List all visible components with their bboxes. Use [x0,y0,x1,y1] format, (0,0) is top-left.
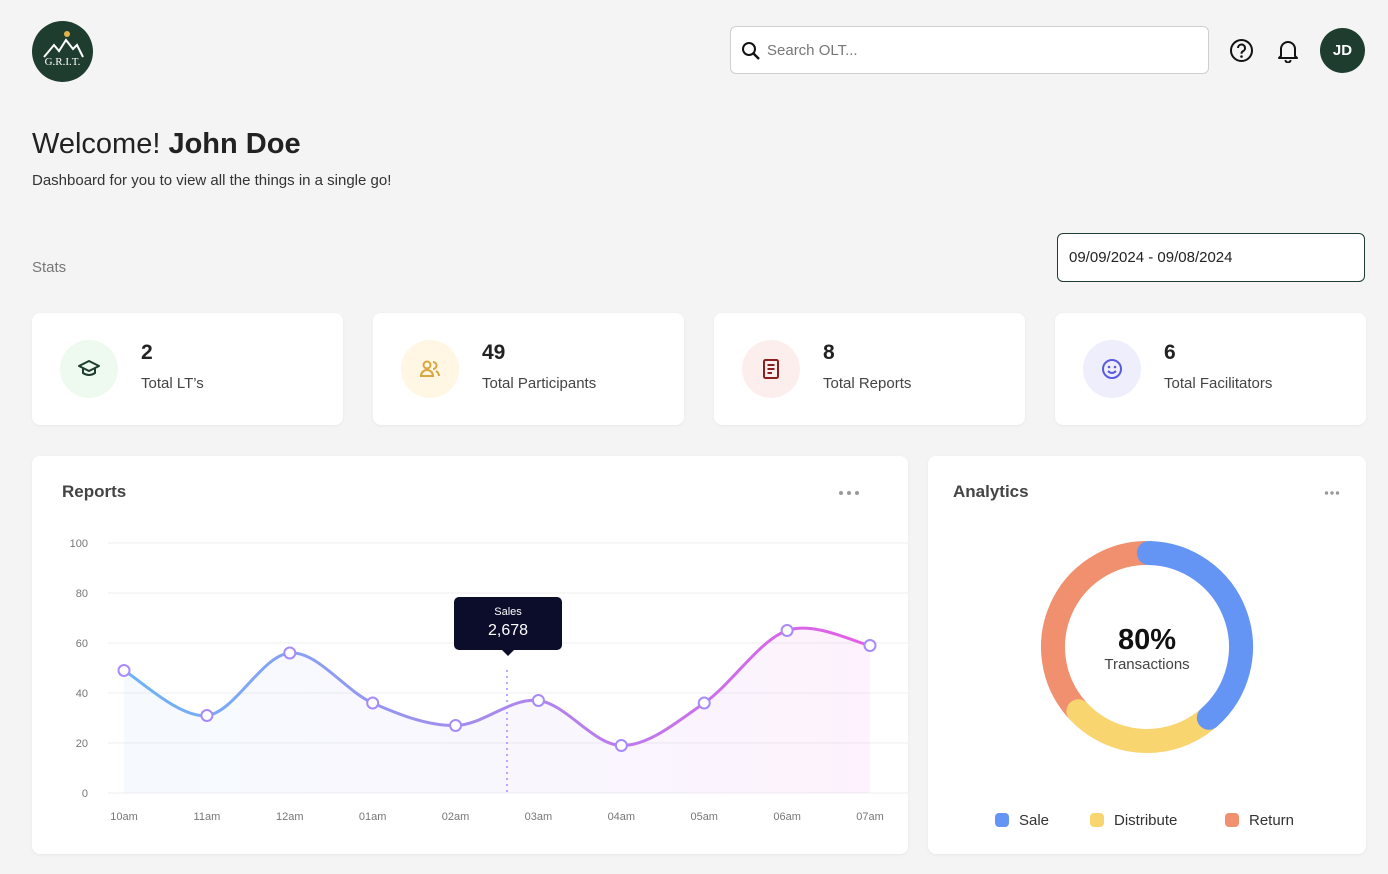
analytics-card: Analytics 80% Transactions Sale Distribute R… [928,456,1366,854]
legend-swatch [1090,813,1104,827]
donut-chart: 80%Transactions Sale Distribute Return [995,541,1294,829]
menu-dots[interactable] [838,490,860,496]
donut-segment [1041,541,1158,721]
point [531,694,545,707]
x-tick-label: 12am [276,811,304,823]
point [614,739,628,752]
menu-dots[interactable] [1324,490,1340,496]
tooltip-arrow [501,649,515,656]
line [123,626,871,748]
date-range: 09/09/2024 - 09/08/2024 [1069,249,1233,266]
welcome-subtitle: Dashboard for you to view all the things… [32,172,392,189]
center-label: Transactions [1104,656,1189,673]
point [780,624,794,637]
x-tick-label: 04am [608,811,636,823]
search-icon [742,42,760,60]
stat-card: 6 Total Facilitators [1055,313,1366,425]
point [200,709,214,722]
smile-icon [1102,359,1122,379]
stat-value: 49 [482,341,506,364]
line-chart: 0 20 40 60 80 100 10am 11am 12am 01am 02am 03am 04am… [70,538,908,823]
stat-value: 8 [823,341,835,364]
legend-swatch [1225,813,1239,827]
stat-icon [1083,340,1141,398]
help-icon[interactable] [1229,38,1254,63]
x-tick-label: 03am [525,811,553,823]
point [863,639,877,652]
stat-icon [60,340,118,398]
donut-segment [1066,699,1218,753]
x-tick-label: 01am [359,811,387,823]
point [366,696,380,710]
legend-label: Distribute [1114,812,1177,829]
logo-text: G.R.I.T. [44,56,81,68]
logo[interactable]: G.R.I.T. [32,21,93,82]
stat-label: Total LT’s [141,375,204,392]
stat-card: 2 Total LT’s [32,313,343,425]
logo-mountains [43,31,84,58]
cap-icon [78,360,100,376]
donut-segment [1136,541,1253,730]
search-box[interactable]: Search OLT... [730,26,1209,74]
y-tick-label: 40 [76,688,88,700]
search-placeholder: Search OLT... [767,42,858,59]
point [449,719,463,732]
card-title: Analytics [953,482,1029,501]
welcome-heading: Welcome! John Doe [32,128,301,161]
stat-card: 49 Total Participants [373,313,684,425]
y-tick-label: 100 [70,538,88,550]
card-title: Reports [62,482,127,501]
stat-value: 2 [141,341,153,364]
avatar[interactable]: JD [1320,28,1365,73]
x-tick-label: 07am [856,811,884,823]
report-icon [763,359,779,379]
x-tick-label: 10am [110,811,138,823]
tooltip-title: Sales [494,606,522,618]
point [283,646,297,660]
y-tick-label: 20 [76,738,88,750]
stats-label: Stats [32,259,67,276]
x-tick-label: 02am [442,811,470,823]
stat-value: 6 [1164,341,1176,364]
x-tick-label: 06am [773,811,801,823]
stat-label: Total Participants [482,375,597,392]
user-name: John Doe [168,128,301,160]
stat-card: 8 Total Reports [714,313,1025,425]
stat-icon [401,340,459,398]
legend-swatch [995,813,1009,827]
stat-label: Total Facilitators [1164,375,1273,392]
y-tick-label: 80 [76,588,88,600]
greeting: Welcome! [32,128,161,160]
tooltip: Sales 2,678 [454,597,562,650]
tooltip-value: 2,678 [487,622,529,639]
point [697,696,711,710]
area [124,628,870,793]
x-tick-label: 11am [194,811,221,823]
notification-icon[interactable] [1276,38,1300,63]
reports-card: Reports 0 20 40 60 80 100 10am 11am 12am 01am 02am… [32,456,908,854]
legend-label: Return [1249,812,1294,829]
y-tick-label: 60 [76,638,88,650]
stat-label: Total Reports [823,375,912,392]
stat-icon [742,340,800,398]
point [117,664,131,677]
center-value: 80% [1118,624,1176,656]
people-icon [419,360,440,377]
x-tick-label: 05am [690,811,718,823]
date-range-picker[interactable]: 09/09/2024 - 09/08/2024 [1057,233,1365,282]
legend-label: Sale [1019,812,1049,829]
y-tick-label: 0 [82,788,88,800]
